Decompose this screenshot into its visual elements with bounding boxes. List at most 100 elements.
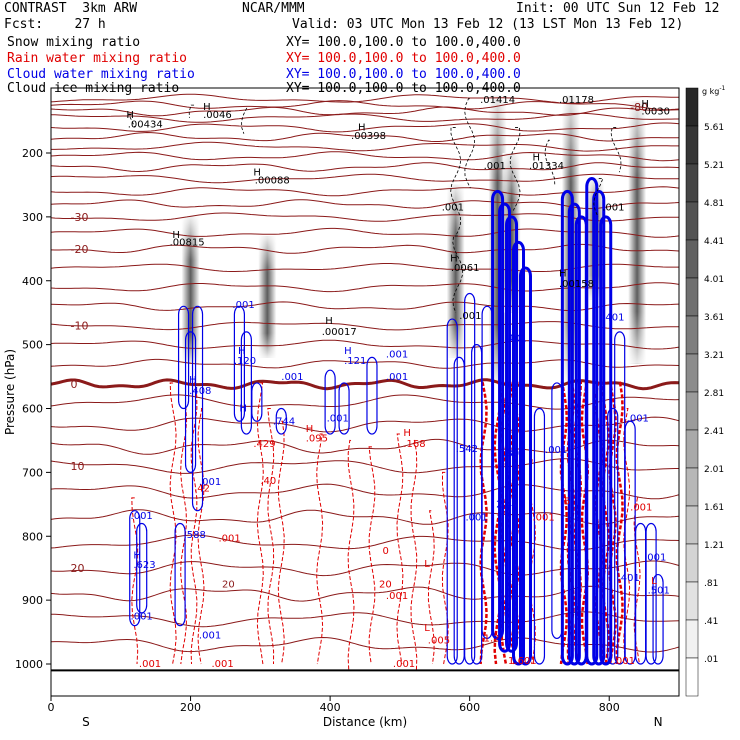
cloud-ice-contour-0 — [450, 126, 462, 237]
contour-annotation-3: .0046 — [203, 110, 232, 121]
contour-annotation-44: .623 — [133, 560, 155, 571]
colorbar-unit: g kg-1 — [702, 85, 726, 96]
contour-annotation-47: .588 — [184, 530, 206, 541]
contour-annotation-61: 0 — [382, 546, 388, 557]
header-init-time: Init: 00 UTC Sun 12 Feb 12 — [516, 1, 720, 16]
colorbar-swatch-15 — [685, 657, 699, 697]
cloud-water-contour-21 — [512, 240, 526, 666]
field-xy-rain: XY= 100.0,100.0 to 100.0,400.0 — [286, 51, 521, 66]
contour-annotation-77: 2.401 — [496, 500, 525, 511]
colorbar-swatch-6 — [685, 315, 699, 355]
contour-annotation-49: .001 — [465, 512, 487, 523]
contour-annotation-67: .001 — [211, 659, 233, 670]
cloud-ice-contour-9 — [128, 114, 136, 128]
contour-annotation-30: .001 — [386, 372, 408, 383]
contour-annotation-8: H — [172, 230, 180, 241]
isotherm-label-6: 20 — [71, 562, 85, 575]
colorbar-swatch-13 — [685, 581, 699, 621]
cloud-water-contour-33 — [624, 420, 636, 665]
y-axis-title: Pressure (hPa) — [3, 349, 17, 435]
contour-annotation-76: .001 — [613, 656, 635, 667]
contour-annotation-12: H — [641, 99, 649, 110]
contour-annotation-4: H — [358, 123, 366, 134]
contour-annotation-14: .01334 — [529, 161, 564, 172]
contour-annotation-75: .401 — [618, 573, 640, 584]
rain-contour-1 — [169, 382, 177, 665]
isotherm-label-1: -30 — [71, 211, 89, 224]
contour-annotation-0: H — [126, 110, 134, 121]
contour-annotation-20: H — [450, 254, 458, 265]
cloud-water-contour-20 — [505, 215, 519, 653]
colorbar-swatch-4 — [685, 239, 699, 279]
isotherm-line-16 — [51, 282, 679, 293]
colorbar-label-14: .01 — [704, 655, 718, 665]
cloud-water-contour-1 — [136, 522, 148, 614]
contour-annotation-45: .001 — [131, 611, 153, 622]
contour-annotation-22: H — [559, 268, 567, 279]
contour-annotation-68: .001 — [393, 659, 415, 670]
x-tick-label-1: 200 — [180, 701, 201, 714]
isotherm-line-17 — [51, 301, 679, 312]
contour-annotation-21: .00158 — [559, 279, 594, 290]
contour-annotation-64: L — [424, 623, 430, 634]
cloud-water-contour-10 — [324, 369, 336, 435]
contour-annotation-71: 5 — [564, 496, 570, 507]
isotherm-line-28 — [51, 560, 679, 577]
header-model-title: CONTRAST 3km ARW — [4, 1, 138, 16]
contour-annotation-32: .120 — [234, 356, 256, 367]
isotherm-line-5 — [51, 131, 679, 142]
x-tick-label-3: 600 — [459, 701, 480, 714]
contour-annotation-26: .001 — [232, 300, 254, 311]
colorbar-label-2: 4.81 — [704, 199, 724, 209]
rain-contour-14 — [441, 471, 449, 665]
contour-annotation-29: .001 — [386, 349, 408, 360]
header-forecast-hour: Fcst: 27 h — [4, 17, 106, 32]
rain-contour-26 — [601, 381, 610, 665]
cloud-ice-contour-6 — [610, 126, 622, 173]
field-label-cloud-water: Cloud water mixing ratio — [7, 67, 195, 82]
contour-annotation-17: .001 — [484, 161, 506, 172]
cloud-water-contour-13 — [446, 318, 458, 665]
contour-annotation-78: .801 — [503, 448, 525, 459]
cloud-water-contour-24 — [551, 382, 563, 640]
x-axis-south-label: S — [82, 715, 90, 729]
x-axis-title: Distance (km) — [323, 715, 407, 729]
colorbar-swatch-3 — [685, 201, 699, 241]
cloud-ice-contour-8 — [188, 104, 195, 118]
isotherm-line-30 — [51, 611, 679, 628]
cloud-water-contour-3 — [184, 331, 197, 473]
isotherm-line-7 — [51, 151, 679, 162]
contour-annotation-15: H — [532, 153, 540, 164]
colorbar-swatch-14 — [685, 619, 699, 659]
isotherm-line-22 — [51, 416, 679, 433]
cloud-ice-contour-2 — [464, 98, 476, 189]
isotherm-line-19 — [51, 339, 679, 350]
contour-annotation-1: .00434 — [128, 119, 163, 130]
colorbar-label-7: 2.81 — [704, 389, 724, 399]
isotherm-line-24 — [51, 458, 679, 474]
contour-annotation-79: L — [651, 576, 657, 587]
isotherm-line-2 — [51, 106, 679, 117]
isotherm-line-9 — [51, 173, 679, 184]
rain-contour-13 — [427, 510, 435, 665]
colorbar-swatch-1 — [685, 125, 699, 165]
cloud-water-contour-35 — [645, 522, 657, 665]
contour-annotation-18: .001 — [602, 202, 624, 213]
cloud-water-contour-18 — [491, 189, 505, 640]
x-axis-north-label: N — [654, 715, 663, 729]
rain-contour-0 — [131, 497, 139, 665]
contour-annotation-31: H — [238, 346, 246, 357]
rain-contour-12 — [410, 439, 418, 671]
isotherm-label-3: -10 — [71, 319, 89, 332]
isotherm-line-25 — [51, 483, 679, 500]
rain-contour-28 — [615, 381, 624, 665]
isotherm-line-1 — [51, 100, 679, 111]
cloud-water-contour-28 — [585, 177, 599, 666]
contour-annotation-56: .168 — [403, 439, 425, 450]
cloud-water-contour-4 — [191, 305, 204, 512]
cloud-water-contour-12 — [366, 356, 378, 435]
isotherm-line-23 — [51, 438, 679, 455]
x-tick-label-2: 400 — [320, 701, 341, 714]
contour-annotation-53: .42 — [194, 484, 210, 495]
colorbar-swatch-0 — [685, 87, 699, 127]
